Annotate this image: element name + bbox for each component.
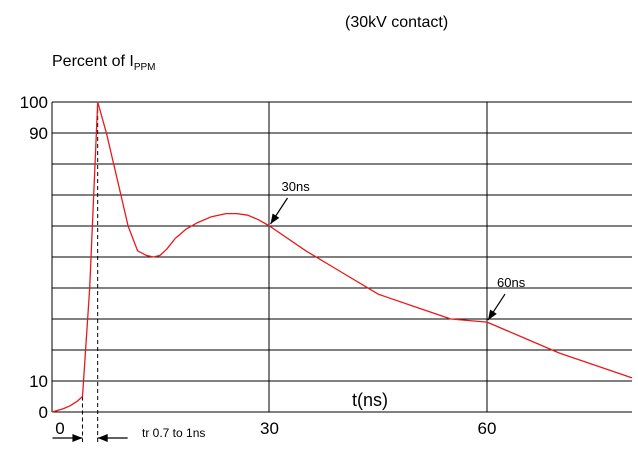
chart-title: (30kV contact) [345,14,448,31]
x-axis-label: t(ns) [352,390,388,410]
grid [51,101,632,413]
annotations: 30ns 60ns tr 0.7 to 1ns [52,179,526,442]
data-marks [51,101,633,413]
x-tick-label-60: 60 [478,419,497,438]
x-tick-label-30: 30 [260,419,279,438]
rise-time-label: tr 0.7 to 1ns [142,426,205,440]
annotation-30ns-label: 30ns [282,179,311,194]
y-tick-label-10: 10 [29,372,48,391]
rise-time-arrow-right-head [97,434,108,442]
y-tick-label-90: 90 [29,124,48,143]
y-axis-label: Percent of IPPM [52,53,156,73]
x-tick-label-0: 0 [55,419,64,438]
y-tick-label-0: 0 [39,403,48,422]
annotation-60ns-label: 60ns [497,275,526,290]
rise-time-arrow-left-head [72,434,83,442]
y-tick-labels: 0 10 90 100 [20,93,48,422]
series-line-0 [51,101,633,413]
annotation-60ns-arrow-head [488,309,497,321]
y-tick-label-100: 100 [20,93,48,112]
x-tick-labels: 0 30 60 [55,419,496,438]
annotation-30ns-arrow-head [270,213,280,224]
rise-time-markers [81,102,99,442]
